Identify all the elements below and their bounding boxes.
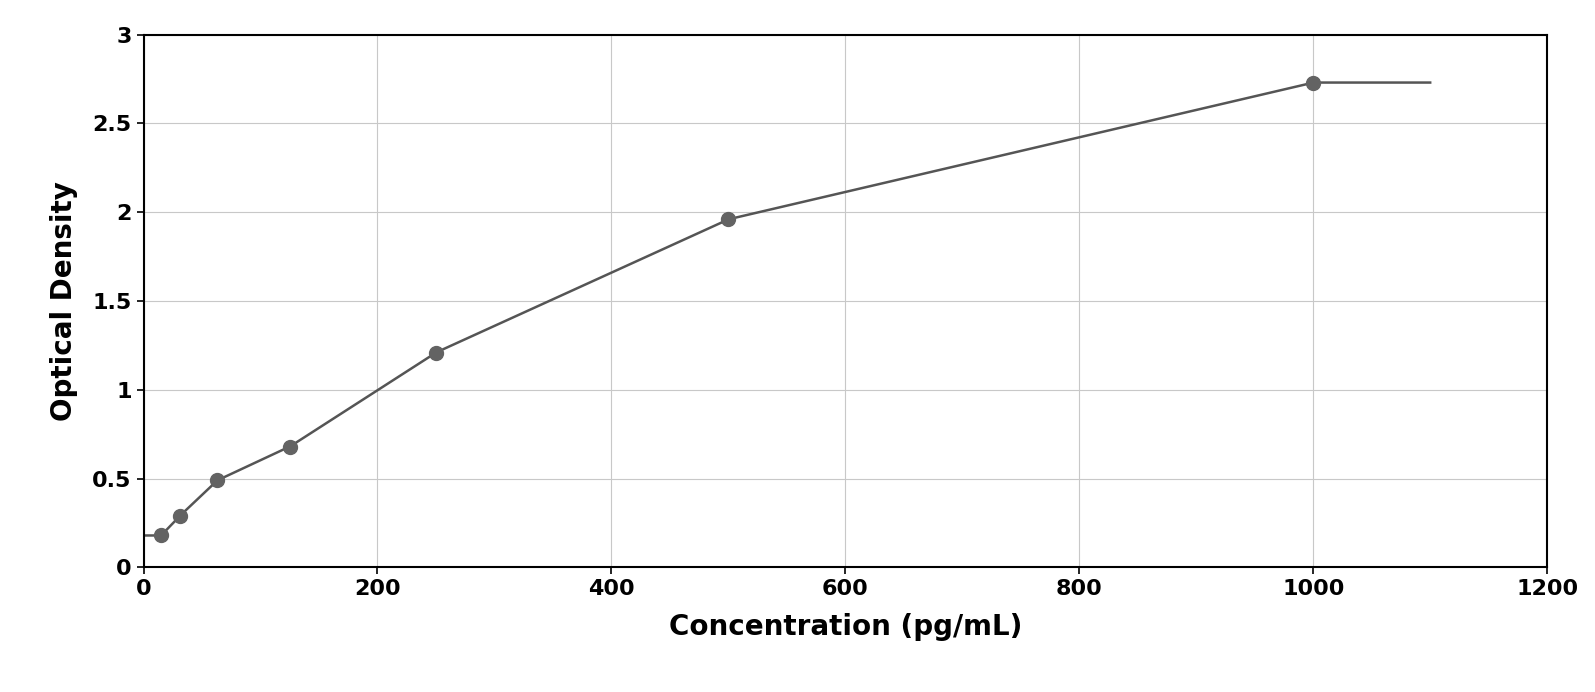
Point [204,475,230,486]
X-axis label: Concentration (pg/mL): Concentration (pg/mL) [668,613,1022,641]
Point [167,511,193,522]
Point [278,441,303,452]
Point [1300,77,1325,88]
Point [423,347,448,358]
Point [716,214,742,225]
Point [148,530,174,541]
Y-axis label: Optical Density: Optical Density [51,181,78,421]
